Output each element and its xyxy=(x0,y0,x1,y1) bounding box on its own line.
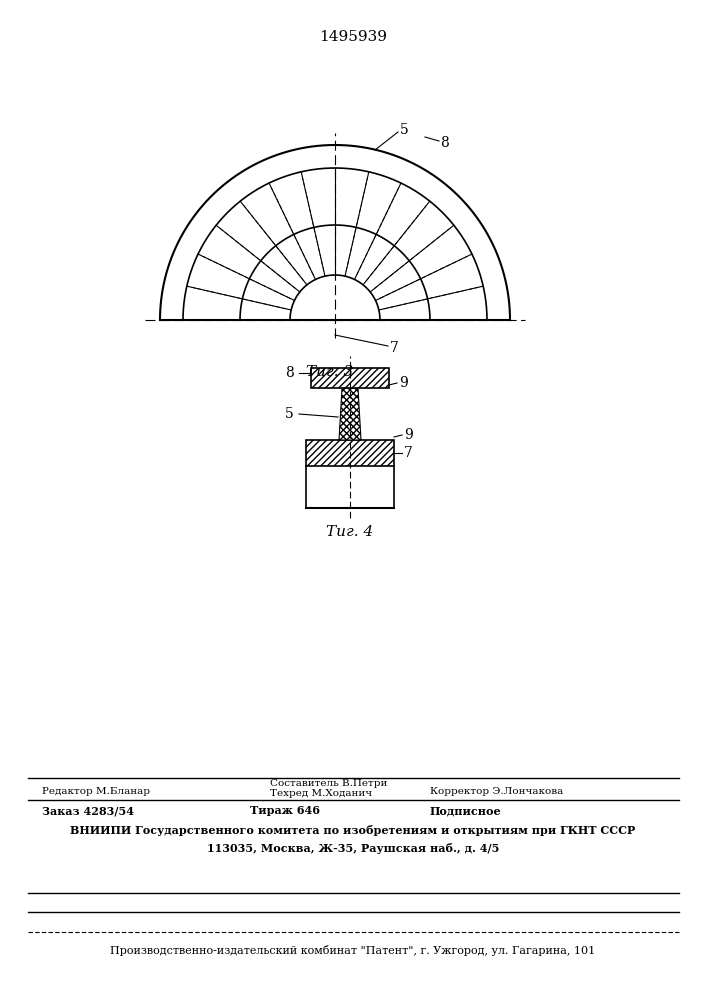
Text: Составитель В.Петри: Составитель В.Петри xyxy=(270,780,387,788)
Text: 9: 9 xyxy=(399,376,408,390)
Text: Техред М.Ходанич: Техред М.Ходанич xyxy=(270,790,372,798)
Text: Производственно-издательский комбинат "Патент", г. Ужгород, ул. Гагарина, 101: Производственно-издательский комбинат "П… xyxy=(110,944,595,956)
Polygon shape xyxy=(339,388,361,440)
Text: 113035, Москва, Ж-35, Раушская наб., д. 4/5: 113035, Москва, Ж-35, Раушская наб., д. … xyxy=(207,842,499,854)
Text: Корректор Э.Лончакова: Корректор Э.Лончакова xyxy=(430,788,563,796)
Text: 5: 5 xyxy=(400,123,409,137)
Text: 9: 9 xyxy=(404,428,413,442)
Text: 8: 8 xyxy=(440,136,449,150)
FancyBboxPatch shape xyxy=(311,368,389,388)
FancyBboxPatch shape xyxy=(306,440,394,466)
Text: 7: 7 xyxy=(404,446,413,460)
Text: Подписное: Подписное xyxy=(430,806,502,816)
Text: 5: 5 xyxy=(285,407,293,421)
Text: 8: 8 xyxy=(285,366,293,380)
Text: Τиг. 3: Τиг. 3 xyxy=(306,365,354,379)
Text: Заказ 4283/54: Заказ 4283/54 xyxy=(42,806,134,816)
Text: Тираж 646: Тираж 646 xyxy=(250,806,320,816)
Text: Редактор М.Бланар: Редактор М.Бланар xyxy=(42,788,150,796)
Text: ВНИИПИ Государственного комитета по изобретениям и открытиям при ГКНТ СССР: ВНИИПИ Государственного комитета по изоб… xyxy=(71,824,636,836)
Text: 1495939: 1495939 xyxy=(319,30,387,44)
Text: 7: 7 xyxy=(390,341,399,355)
Text: Τиг. 4: Τиг. 4 xyxy=(327,525,373,539)
